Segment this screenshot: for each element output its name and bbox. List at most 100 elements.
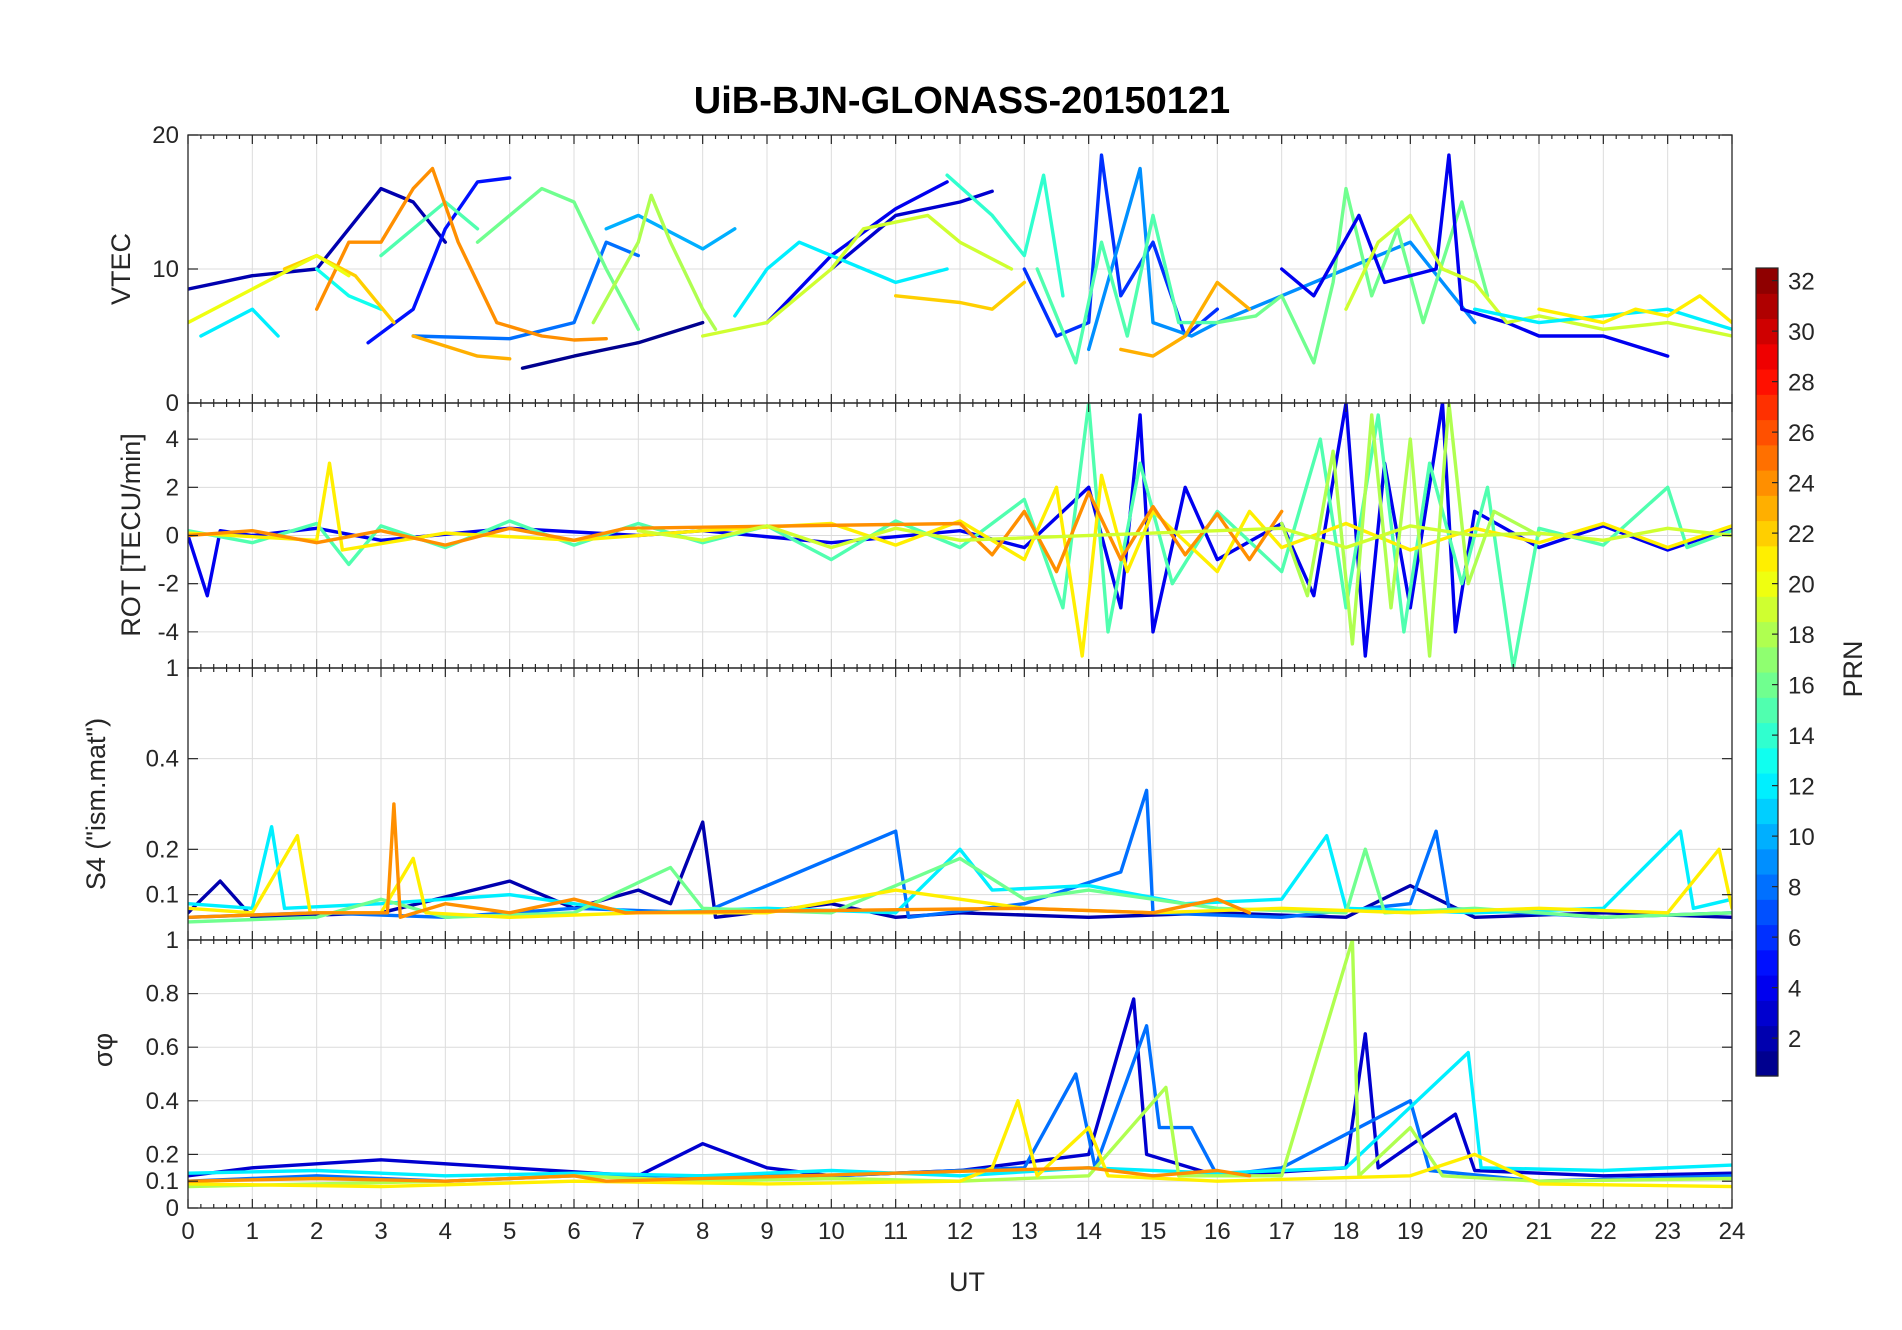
y-tick-label: 0.2 [146,836,179,863]
colorbar-cell [1756,394,1778,421]
series-line-prn-16 [475,186,640,331]
x-tick-label: 2 [310,1218,323,1245]
series-line-prn-18 [591,193,718,331]
series-line-prn-12 [733,240,949,318]
colorbar-cell [1756,470,1778,496]
series-line-prn-4 [765,180,949,325]
series-line-prn-3 [829,189,994,271]
y-tick-label: 10 [152,256,179,283]
series-group [188,403,1732,668]
colorbar-cell [1756,798,1778,825]
x-tick-label: 11 [883,1218,908,1245]
x-tick-label: 15 [1140,1218,1167,1245]
y-tick-label: 4 [166,426,179,453]
series-line-prn-8 [188,788,1732,919]
series-line-prn-4 [188,403,1732,658]
colorbar-cell [1756,268,1778,294]
colorbar-cell [1756,722,1778,749]
series-line-prn-4 [1280,153,1670,358]
series-line-prn-24 [315,166,608,342]
x-tick-label: 22 [1590,1218,1617,1245]
colorbar-cell [1756,924,1778,951]
colorbar-cell [1756,773,1778,799]
x-tick-label: 5 [503,1218,516,1245]
series-line-prn-12 [188,1050,1732,1178]
colorbar-cell [1756,1050,1778,1077]
y-tick-label: 0 [166,523,179,550]
x-tick-label: 10 [818,1218,845,1245]
colorbar-tick-label: 6 [1788,925,1801,952]
colorbar-cell [1756,419,1778,446]
series-line-prn-19 [1344,213,1732,338]
y-tick-label: 1 [166,655,179,682]
series-line-prn-13 [315,267,383,311]
colorbar-tick-label: 4 [1788,976,1801,1003]
x-tick-label: 21 [1526,1218,1553,1245]
series-line-prn-14 [945,173,1065,298]
x-tick-label: 0 [181,1218,194,1245]
y-tick-label: -2 [158,571,179,598]
series-group [188,788,1732,924]
x-tick-label: 16 [1204,1218,1231,1245]
series-line-prn-20 [188,253,351,325]
series-line-prn-24 [188,802,1252,919]
colorbar-cell [1756,697,1778,724]
colorbar-cell [1756,1025,1778,1052]
colorbar-cell [1756,646,1778,673]
series-line-prn-12 [199,307,280,338]
colorbar-cell [1756,343,1778,370]
y-tick-label: 0.1 [146,882,179,909]
colorbar-cell [1756,823,1778,850]
x-tick-label: 23 [1654,1218,1681,1245]
series-line-prn-24 [188,490,1284,574]
y-tick-label: 0.6 [146,1034,179,1061]
colorbar-cell [1756,899,1778,926]
x-tick-label: 18 [1333,1218,1360,1245]
colorbar-tick-label: 28 [1788,370,1815,397]
panel-s4: 0.1 0.2 0.4 1 S4 ("ism.mat") [81,655,1733,941]
y-tick-label: 1 [166,927,179,954]
y-tick-label: 0.2 [146,1141,179,1168]
x-tick-label: 4 [439,1218,452,1245]
colorbar-cell [1756,571,1778,597]
colorbar-cell [1756,293,1778,320]
colorbar-cell [1756,495,1778,522]
colorbar-frame [1755,267,1779,1077]
colorbar-cell [1756,975,1778,1001]
colorbar-tick-label: 20 [1788,572,1815,599]
x-tick-label: 24 [1719,1218,1746,1245]
y-tick-label: 0 [166,1195,179,1222]
x-tick-label: 1 [246,1218,259,1245]
series-line-prn-3 [188,997,1732,1178]
series-line-prn-22 [894,280,1026,311]
colorbar-tick-label: 24 [1788,471,1815,498]
series-line-prn-5 [366,176,512,345]
series-line-prn-16 [1215,186,1490,365]
series-line-prn-15 [379,200,480,258]
series-line-prn-23 [1119,280,1252,358]
series-line-prn-21 [1537,294,1732,325]
x-tick-label: 8 [696,1218,709,1245]
colorbar-cell [1756,621,1778,648]
series-line-prn-15 [188,403,1732,668]
panel-vtec: 0 10 20 VTEC [106,122,1733,417]
y-tick-label: -4 [158,619,179,646]
colorbar-cell [1756,949,1778,976]
colorbar-cell [1756,545,1778,572]
colorbar-tick-label: 14 [1788,723,1815,750]
series-line-prn-23 [411,334,512,361]
x-axis-label: UT [949,1267,985,1297]
colorbar-tick-label: 16 [1788,673,1815,700]
series-group [188,153,1732,370]
colorbar-tick-label: 30 [1788,319,1815,346]
colorbar-label: PRN [1838,640,1868,697]
colorbar-tick-label: 2 [1788,1026,1801,1053]
series-line-prn-24 [188,1166,1252,1183]
colorbar-cell [1756,747,1778,774]
y-tick-label: 2 [166,474,179,501]
y-tick-label: 0.4 [146,1088,179,1115]
x-tick-label: 6 [567,1218,580,1245]
